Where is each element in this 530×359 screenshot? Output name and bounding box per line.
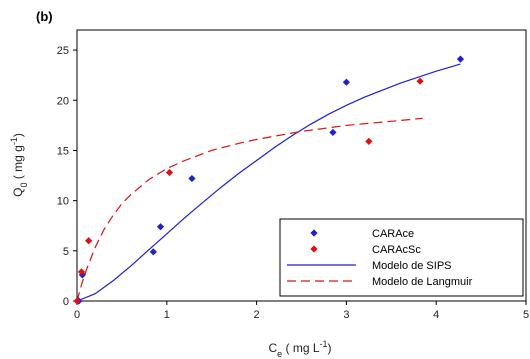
data-point-carace [456,55,465,63]
x-tick-label: 2 [254,309,260,321]
data-point-caracsc [416,77,424,85]
y-tick-label: 15 [57,145,69,157]
axis-ticks: 0 1 2 3 4 5 0 5 10 15 20 25 [57,45,529,321]
series-line-modelo-de-sips [76,63,461,302]
legend-box [279,218,524,297]
data-point-carace [156,223,165,231]
panel-label: (b) [36,9,53,24]
x-tick-label: 5 [523,309,529,321]
y-tick-label: 0 [63,296,69,308]
legend-label-langmuir: Modelo de Langmuir [372,276,473,288]
y-tick-label: 10 [57,196,69,208]
data-point-caracsc [165,168,174,177]
legend-label-caraacsc: CARAcSc [372,244,421,256]
legend-swatch-carace [310,229,318,237]
data-point-carace [188,174,196,183]
x-tick-label: 4 [433,309,439,321]
data-point-carace [78,271,86,279]
series-line-modelo-de-langmuir [76,117,423,302]
x-tick-label: 1 [164,309,170,321]
data-point-caracsc [73,297,81,305]
legend-label-caraace: CARAce [372,228,414,240]
legend-swatches [287,229,356,282]
data-point-caracsc [77,268,86,276]
legend-swatch-caracsc [310,245,318,253]
data-point-carace [342,78,350,86]
data-point-caracsc [85,237,93,245]
y-axis-title: Q0 ( mg g-1) [9,133,29,197]
x-axis-title: Ce ( mg L-1) [268,339,331,359]
legend-label-sips: Modelo de SIPS [372,260,452,272]
series-layer [73,55,465,305]
data-point-carace [329,128,337,136]
y-tick-label: 25 [57,45,69,57]
y-tick-label: 20 [57,95,69,107]
data-point-caracsc [365,137,373,146]
x-tick-label: 0 [74,309,80,321]
data-point-carace [149,248,157,256]
legend: CARAce CARAcSc Modelo de SIPS Modelo de … [279,218,524,297]
y-tick-label: 5 [63,246,69,258]
plot-area-frame [76,29,527,302]
x-tick-label: 3 [343,309,349,321]
